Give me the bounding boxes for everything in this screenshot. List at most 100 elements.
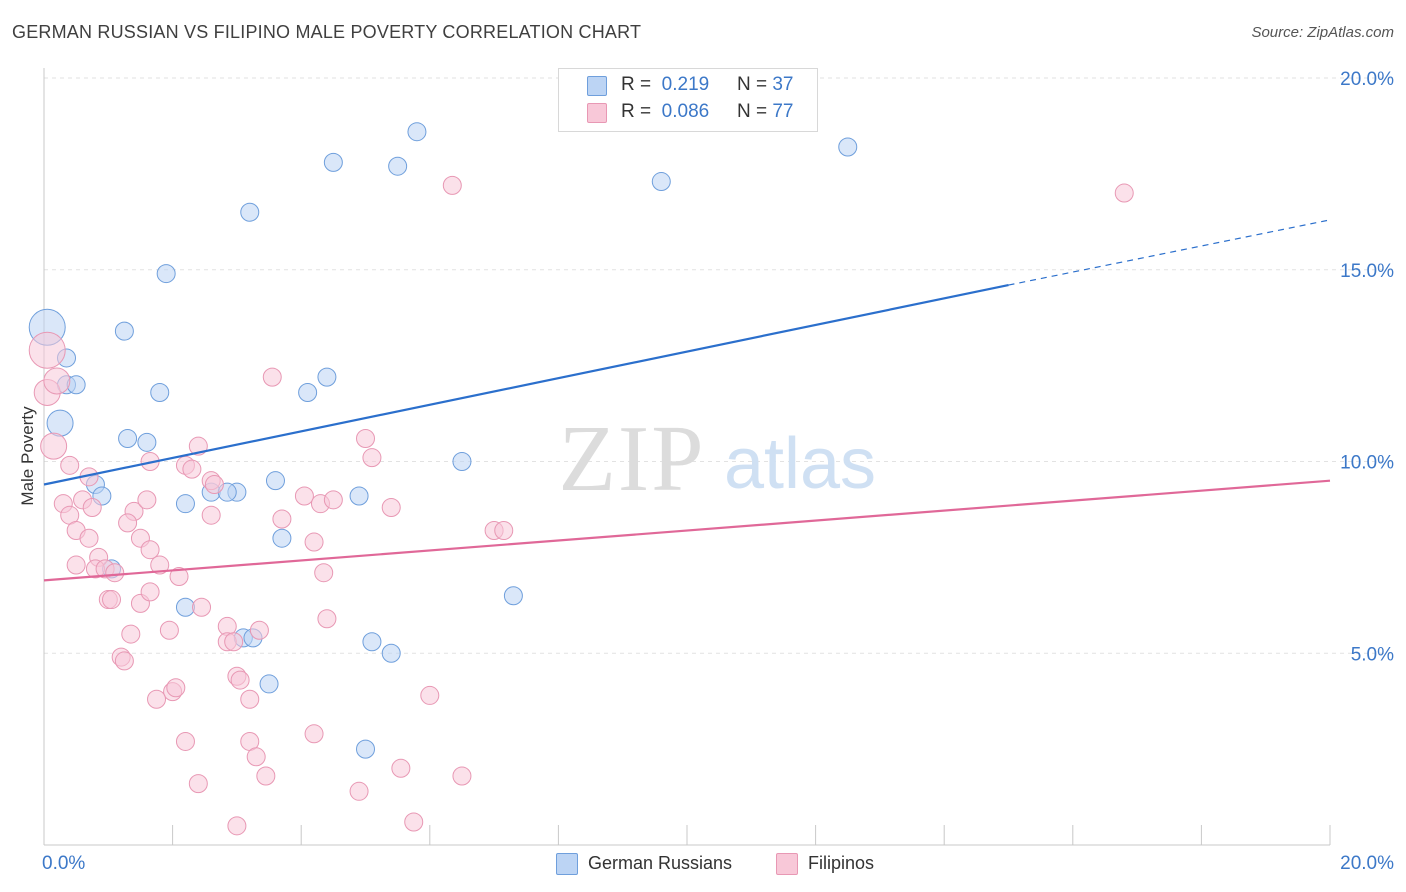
point-filipinos-41	[249, 620, 269, 640]
point-filipinos-76	[1114, 183, 1134, 203]
point-german-russians-33	[362, 632, 382, 652]
point-filipinos-49	[240, 689, 260, 709]
point-german-russians-34	[381, 643, 401, 663]
point-filipinos-35	[192, 597, 212, 617]
point-filipinos-64	[356, 428, 375, 448]
point-filipinos-33	[201, 505, 221, 525]
legend-r-label: R =	[621, 74, 652, 95]
point-filipinos-75	[494, 521, 514, 541]
point-filipinos-26	[137, 490, 157, 510]
point-german-russians-36	[356, 739, 375, 759]
point-filipinos-69	[391, 758, 411, 778]
legend-n-value: 37	[772, 74, 794, 95]
point-filipinos-36	[121, 624, 141, 644]
legend-n-value: 77	[772, 101, 794, 122]
grid-lines	[44, 77, 1394, 654]
y-axis-label: Male Poverty	[18, 406, 37, 506]
trend-lines	[43, 219, 1331, 582]
point-german-russians-14	[323, 152, 343, 172]
point-filipinos-58	[294, 486, 314, 506]
point-filipinos-71	[420, 685, 440, 705]
axes	[43, 68, 1331, 846]
point-german-russians-26	[349, 486, 369, 506]
point-filipinos-59	[304, 532, 324, 552]
point-filipinos-50	[175, 731, 195, 751]
legend-n-label: N =	[736, 101, 768, 122]
point-german-russians-23	[175, 494, 195, 514]
point-german-russians-15	[388, 156, 408, 176]
point-filipinos-68	[349, 781, 369, 801]
point-filipinos-66	[381, 498, 401, 518]
point-filipinos-24	[150, 555, 170, 575]
trend-german-russians	[43, 284, 1009, 486]
chart-title: GERMAN RUSSIAN VS FILIPINO MALE POVERTY …	[12, 22, 642, 42]
watermark-zip: ZIP	[559, 407, 706, 511]
y-tick-label-1: 10.0%	[1340, 453, 1394, 474]
point-filipinos-32	[204, 475, 224, 495]
point-filipinos-40	[224, 632, 244, 652]
point-german-russians-5	[114, 321, 134, 341]
point-filipinos-72	[442, 175, 462, 195]
point-filipinos-55	[227, 816, 247, 836]
point-filipinos-46	[147, 689, 167, 709]
point-filipinos-45	[166, 678, 186, 698]
point-german-russians-25	[265, 471, 285, 491]
point-filipinos-56	[262, 367, 282, 387]
point-german-russians-35	[259, 674, 279, 694]
point-filipinos-61	[323, 490, 343, 510]
legend-swatch-german-russians	[587, 76, 607, 96]
point-german-russians-13	[240, 202, 260, 222]
point-german-russians-8	[137, 432, 157, 452]
point-filipinos-54	[256, 766, 276, 786]
point-filipinos-53	[188, 774, 208, 794]
legend-swatch-filipinos	[587, 103, 607, 123]
point-filipinos-16	[105, 563, 125, 583]
x-tick-label-1: 20.0%	[1340, 853, 1394, 874]
series-swatch-filipinos	[776, 853, 798, 875]
point-german-russians-28	[452, 452, 472, 471]
point-german-russians-16	[407, 122, 427, 142]
point-filipinos-2	[43, 367, 71, 395]
point-german-russians-20	[298, 382, 318, 402]
watermark: ZIP atlas	[559, 407, 877, 511]
point-filipinos-23	[140, 540, 160, 560]
point-filipinos-67	[304, 724, 324, 744]
point-filipinos-0	[28, 331, 66, 369]
point-filipinos-29	[182, 459, 202, 479]
trend-german-russians-extension	[1008, 219, 1331, 286]
series-legend: German Russians Filipinos	[556, 852, 896, 876]
legend-r-label: R =	[621, 101, 652, 122]
series-swatch-german-russians	[556, 853, 578, 875]
point-filipinos-11	[79, 528, 99, 548]
point-filipinos-62	[314, 563, 334, 583]
point-filipinos-21	[118, 513, 138, 533]
trend-filipinos	[43, 479, 1331, 582]
watermark-atlas: atlas	[724, 424, 876, 504]
point-filipinos-25	[140, 582, 160, 602]
point-filipinos-34	[169, 567, 189, 587]
point-filipinos-4	[60, 455, 80, 475]
point-german-russians-4	[46, 409, 74, 437]
point-german-russians-30	[175, 597, 195, 617]
legend-n-label: N =	[736, 74, 768, 95]
point-german-russians-7	[118, 428, 138, 448]
point-filipinos-63	[317, 609, 337, 629]
point-filipinos-48	[230, 670, 250, 690]
x-tick-label-0: 0.0%	[42, 853, 85, 874]
point-filipinos-52	[246, 747, 266, 767]
point-german-russians-18	[838, 137, 858, 157]
point-filipinos-65	[362, 448, 382, 468]
y-tick-label-3: 20.0%	[1340, 69, 1394, 90]
series-label-filipinos: Filipinos	[808, 853, 875, 873]
legend-r-value: 0.086	[661, 101, 710, 122]
correlation-legend: R = 0.219 N = 37 R = 0.086 N = 77	[558, 68, 818, 132]
y-tick-label-2: 15.0%	[1340, 261, 1394, 282]
data-points	[28, 122, 1134, 836]
point-filipinos-13	[66, 555, 86, 575]
point-filipinos-3	[40, 432, 68, 460]
point-german-russians-12	[156, 264, 176, 284]
series-label-german-russians: German Russians	[588, 853, 733, 873]
source-label: Source: ZipAtlas.com	[1251, 24, 1394, 41]
point-filipinos-70	[404, 812, 424, 832]
